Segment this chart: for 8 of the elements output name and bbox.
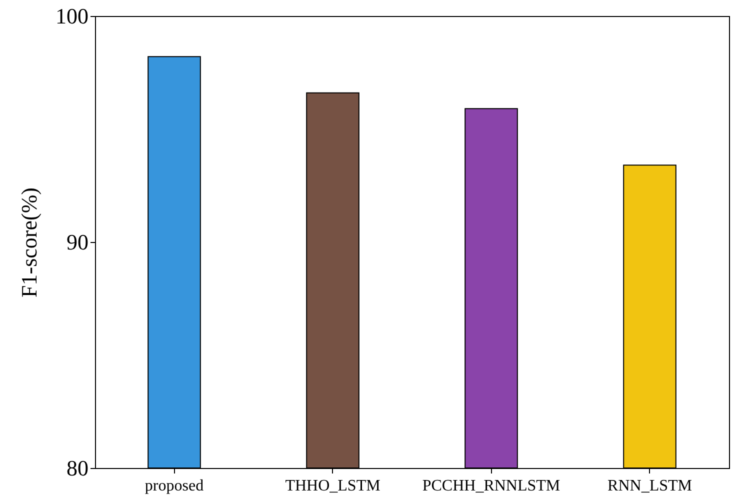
x-tick-label: PCCHH_RNNLSTM — [422, 478, 560, 494]
x-tick-label: RNN_LSTM — [608, 478, 692, 494]
y-axis-title: F1-score(%) — [16, 188, 42, 298]
y-tick-label: 90 — [66, 230, 88, 254]
x-tick-label: THHO_LSTM — [285, 478, 380, 494]
y-tick-label: 80 — [66, 456, 88, 480]
x-tick-label: proposed — [144, 478, 204, 494]
y-tick-label: 100 — [56, 4, 88, 28]
